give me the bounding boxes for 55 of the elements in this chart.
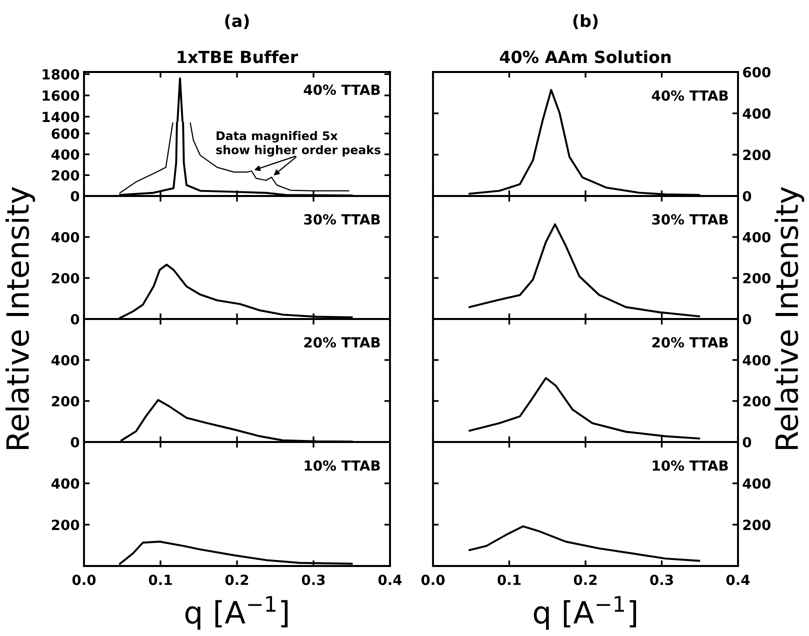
chart-subtitle: 1xTBE Buffer xyxy=(178,50,298,64)
y-tick-label: 400 xyxy=(742,232,770,242)
chart-title: (a) xyxy=(225,14,249,30)
y-tick-label: 0 xyxy=(70,314,80,324)
y-tick-label: 200 xyxy=(743,150,770,160)
x-tick-label: 0.4 xyxy=(726,574,750,586)
y-tick-label: 400 xyxy=(742,354,770,366)
annotation: 30% TTAB xyxy=(304,214,380,225)
x-tick-label: 0.2 xyxy=(574,574,597,586)
y-tick-label: 200 xyxy=(52,520,80,530)
y-tick-label: 0 xyxy=(742,314,752,324)
y-tick-label: 200 xyxy=(52,396,80,406)
y-tick-label: 200 xyxy=(743,520,770,530)
y-tick-label: 0 xyxy=(742,436,752,448)
y-tick-label: 0 xyxy=(70,436,80,448)
y-axis-title: Relative Intensity xyxy=(774,186,804,449)
y-tick-label: 0 xyxy=(742,190,752,202)
x-axis-title: q [A$^{−1}$] xyxy=(185,596,288,630)
chart-title: (b) xyxy=(573,14,598,30)
y-tick-label: 1600 xyxy=(42,90,80,101)
x-tick-label: 0.2 xyxy=(225,574,248,586)
annotation: 20% TTAB xyxy=(304,337,380,348)
x-tick-label: 0.0 xyxy=(421,574,445,586)
y-tick-label: 400 xyxy=(51,149,80,160)
y-tick-label: 600 xyxy=(743,66,770,78)
x-tick-label: 0.1 xyxy=(148,574,172,586)
y-tick-label: 400 xyxy=(51,354,80,366)
annotation: show higher order peaks xyxy=(216,145,380,157)
annotation: 10% TTAB xyxy=(652,460,728,471)
y-tick-label: 200 xyxy=(743,396,770,406)
x-tick-label: 0.0 xyxy=(72,574,96,586)
y-axis-title: Relative Intensity xyxy=(5,186,36,449)
y-tick-label: 1400 xyxy=(42,112,80,122)
y-tick-label: 0 xyxy=(70,190,80,202)
y-tick-label: 1800 xyxy=(42,69,80,80)
y-tick-label: 400 xyxy=(51,478,80,489)
x-tick-label: 0.3 xyxy=(650,574,673,586)
x-axis-title: q [A$^{−1}$] xyxy=(534,596,636,630)
annotation: 30% TTAB xyxy=(652,214,728,225)
annotation: 10% TTAB xyxy=(304,460,380,471)
annotation: 40% TTAB xyxy=(652,90,728,101)
x-tick-label: 0.3 xyxy=(302,574,325,586)
annotation: 40% TTAB xyxy=(304,84,380,96)
x-tick-label: 0.4 xyxy=(378,574,402,586)
x-tick-label: 0.1 xyxy=(498,574,521,586)
y-tick-label: 400 xyxy=(51,232,80,242)
annotation: Data magnified 5x xyxy=(216,131,338,143)
y-tick-label: 200 xyxy=(52,272,80,284)
y-tick-label: 200 xyxy=(743,272,770,284)
y-tick-label: 600 xyxy=(52,128,80,139)
chart-subtitle: 40% AAm Solution xyxy=(500,50,671,64)
y-tick-label: 200 xyxy=(52,170,80,181)
y-tick-label: 400 xyxy=(742,108,770,119)
annotation: 20% TTAB xyxy=(652,337,728,348)
y-tick-label: 400 xyxy=(742,478,770,489)
